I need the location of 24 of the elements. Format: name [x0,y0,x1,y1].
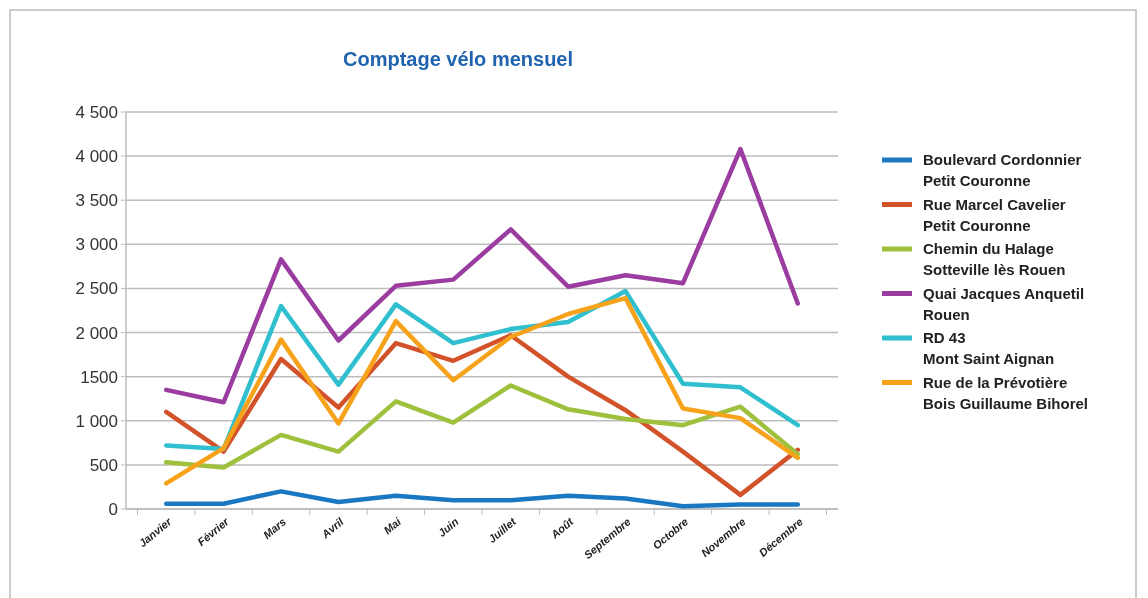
y-tick-label: 1 000 [75,411,118,431]
legend-label: Rue Marcel Cavelier Petit Couronne [923,195,1066,234]
y-tick-label: 500 [89,455,118,475]
line-series [163,146,801,405]
y-tick-label: 4 000 [75,147,118,167]
legend-label: Chemin du Halage Sotteville lès Rouen [923,240,1066,278]
legend-label: Boulevard Cordonnier Petit Couronne [923,151,1082,189]
y-tick-label: 0 [108,499,118,519]
line-series [163,489,801,509]
legend-label: RD 43 Mont Saint Aignan [923,329,1055,367]
line-series [163,383,801,470]
y-tick-label: 1500 [80,367,118,387]
y-tick-label: 2 000 [75,323,118,343]
chart-title: Comptage vélo mensuel [342,48,574,70]
line-series [163,288,801,452]
y-tick-label: 3 000 [75,235,118,255]
legend-label: Rue de la Prévotière Bois Guillaume Bihorel [923,373,1089,412]
x-tick-label: Mai [381,514,404,537]
y-tick-label: 2 500 [75,279,118,299]
line-series [163,295,801,486]
y-tick-label: 3 500 [75,191,118,211]
x-tick-label: Juin [435,515,461,540]
y-tick-label: 4 500 [75,102,118,122]
legend-label: Quai Jacques Anquetil Rouen [923,284,1085,323]
